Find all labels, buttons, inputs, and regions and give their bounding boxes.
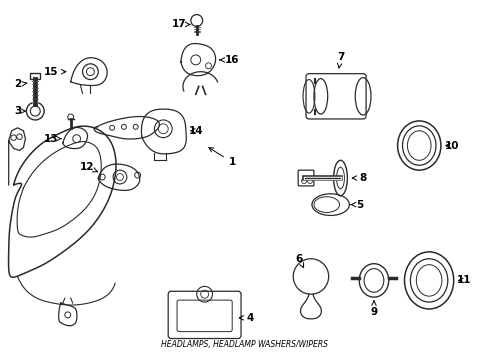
Text: 2: 2 bbox=[14, 80, 27, 90]
Text: 13: 13 bbox=[44, 134, 61, 144]
Text: 10: 10 bbox=[444, 140, 458, 150]
Text: 12: 12 bbox=[80, 162, 98, 172]
Text: HEADLAMPS, HEADLAMP WASHERS/WIPERS: HEADLAMPS, HEADLAMP WASHERS/WIPERS bbox=[160, 340, 327, 349]
Text: 7: 7 bbox=[336, 52, 344, 68]
Text: 11: 11 bbox=[456, 275, 471, 285]
Text: 14: 14 bbox=[188, 126, 203, 136]
Text: 5: 5 bbox=[350, 199, 363, 210]
Text: 17: 17 bbox=[171, 19, 189, 30]
Text: 3: 3 bbox=[14, 106, 25, 116]
Text: 15: 15 bbox=[44, 67, 66, 77]
Text: 9: 9 bbox=[369, 301, 377, 317]
Text: 6: 6 bbox=[295, 254, 303, 267]
Text: 1: 1 bbox=[208, 148, 235, 167]
Text: 8: 8 bbox=[351, 173, 366, 183]
Text: 16: 16 bbox=[219, 55, 239, 65]
Text: 4: 4 bbox=[239, 313, 253, 323]
